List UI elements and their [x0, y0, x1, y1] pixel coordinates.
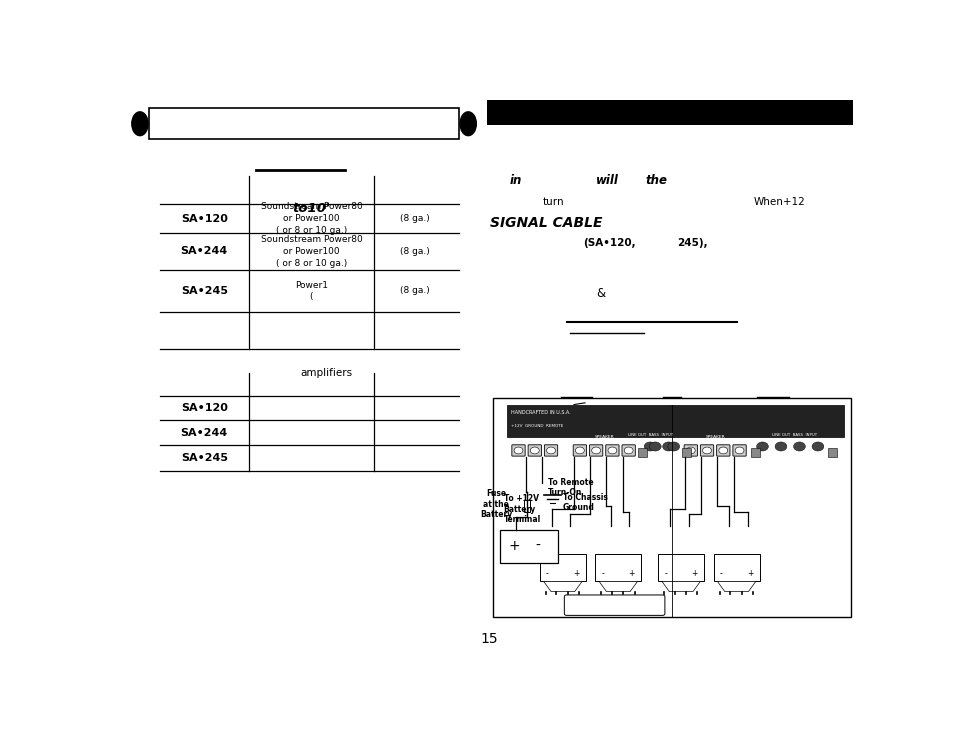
FancyBboxPatch shape — [605, 445, 618, 456]
Circle shape — [793, 442, 804, 451]
Text: +12V  GROUND  REMOTE: +12V GROUND REMOTE — [511, 425, 563, 428]
Circle shape — [756, 442, 767, 451]
Text: amplifiers: amplifiers — [300, 368, 352, 378]
Bar — [750, 447, 759, 456]
Text: To +12V
Battery
Terminal: To +12V Battery Terminal — [503, 495, 540, 524]
Text: -: - — [719, 570, 721, 578]
Circle shape — [643, 442, 656, 451]
FancyBboxPatch shape — [700, 445, 713, 456]
Text: +: + — [628, 570, 635, 578]
FancyBboxPatch shape — [564, 595, 664, 615]
Circle shape — [591, 447, 600, 454]
Circle shape — [514, 447, 522, 454]
Text: To Chassis
Ground: To Chassis Ground — [562, 493, 607, 512]
Text: (8 ga.): (8 ga.) — [399, 286, 430, 295]
Ellipse shape — [132, 112, 148, 135]
Text: Soundstream Power80
or Power100
( or 8 or 10 ga.): Soundstream Power80 or Power100 ( or 8 o… — [260, 202, 362, 235]
Circle shape — [623, 447, 633, 454]
Text: +: + — [691, 570, 698, 578]
Text: the: the — [645, 174, 667, 187]
FancyBboxPatch shape — [512, 445, 524, 456]
Text: to10': to10' — [293, 202, 330, 215]
Text: LINE OUT  BASS  INPUT: LINE OUT BASS INPUT — [771, 434, 816, 437]
Circle shape — [719, 447, 727, 454]
Text: 245),: 245), — [677, 238, 707, 248]
Polygon shape — [661, 581, 700, 592]
Text: -: - — [600, 570, 603, 578]
Circle shape — [774, 442, 786, 451]
Polygon shape — [543, 581, 581, 592]
Bar — [149, 108, 459, 139]
Text: &: & — [596, 287, 604, 300]
Bar — [539, 554, 585, 581]
FancyBboxPatch shape — [732, 445, 745, 456]
Text: -: - — [545, 570, 548, 578]
Text: SA•245: SA•245 — [180, 453, 228, 463]
Circle shape — [575, 447, 583, 454]
Bar — [524, 500, 530, 512]
Text: (SA•120,: (SA•120, — [583, 238, 636, 248]
Bar — [487, 99, 852, 125]
Text: -: - — [535, 539, 539, 553]
Circle shape — [546, 447, 555, 454]
Ellipse shape — [459, 112, 476, 135]
Text: SPEAKER: SPEAKER — [704, 435, 724, 439]
Bar — [713, 554, 759, 581]
Text: in: in — [509, 174, 521, 187]
FancyBboxPatch shape — [683, 445, 697, 456]
Text: -: - — [663, 570, 666, 578]
Text: To Remote
Turn-On: To Remote Turn-On — [547, 478, 593, 497]
Circle shape — [685, 447, 695, 454]
Text: When+12: When+12 — [753, 197, 804, 207]
Text: will: will — [596, 174, 618, 187]
FancyBboxPatch shape — [589, 445, 602, 456]
Bar — [827, 447, 837, 456]
FancyBboxPatch shape — [621, 445, 635, 456]
Text: SA•120: SA•120 — [181, 403, 228, 413]
Bar — [507, 405, 842, 437]
Text: SA•244: SA•244 — [180, 247, 228, 256]
Polygon shape — [717, 581, 755, 592]
Text: turn: turn — [542, 197, 564, 207]
Bar — [681, 447, 690, 456]
Text: Power1
(: Power1 ( — [294, 280, 328, 301]
Text: HANDCRAFTED IN U.S.A.: HANDCRAFTED IN U.S.A. — [511, 410, 570, 414]
FancyBboxPatch shape — [528, 445, 541, 456]
Text: SA•120: SA•120 — [181, 213, 228, 224]
Text: LINE OUT  BASS  INPUT: LINE OUT BASS INPUT — [627, 434, 672, 437]
Bar — [595, 554, 640, 581]
Text: Fuse
at the
Battery: Fuse at the Battery — [479, 489, 512, 519]
Circle shape — [701, 447, 711, 454]
FancyBboxPatch shape — [573, 445, 586, 456]
Circle shape — [667, 442, 679, 451]
Circle shape — [662, 442, 674, 451]
Circle shape — [649, 442, 660, 451]
Text: +: + — [573, 570, 579, 578]
Polygon shape — [598, 581, 637, 592]
FancyBboxPatch shape — [544, 445, 558, 456]
Bar — [499, 530, 558, 562]
Text: SA•244: SA•244 — [180, 428, 228, 438]
Circle shape — [607, 447, 617, 454]
Bar — [658, 554, 703, 581]
Bar — [638, 447, 646, 456]
Text: Soundstream Power80
or Power100
( or 8 or 10 ga.): Soundstream Power80 or Power100 ( or 8 o… — [260, 235, 362, 268]
Text: (8 ga.): (8 ga.) — [399, 247, 430, 255]
Text: +: + — [508, 539, 520, 553]
Circle shape — [811, 442, 823, 451]
Bar — [669, 405, 674, 437]
Text: +: + — [746, 570, 753, 578]
Circle shape — [735, 447, 743, 454]
Bar — [492, 398, 850, 617]
Text: SPEAKER: SPEAKER — [594, 435, 614, 439]
Circle shape — [530, 447, 538, 454]
FancyBboxPatch shape — [716, 445, 729, 456]
Text: SIGNAL CABLE: SIGNAL CABLE — [490, 216, 602, 230]
Text: 15: 15 — [479, 632, 497, 646]
Text: (8 ga.): (8 ga.) — [399, 214, 430, 223]
Text: SA•245: SA•245 — [180, 286, 228, 296]
